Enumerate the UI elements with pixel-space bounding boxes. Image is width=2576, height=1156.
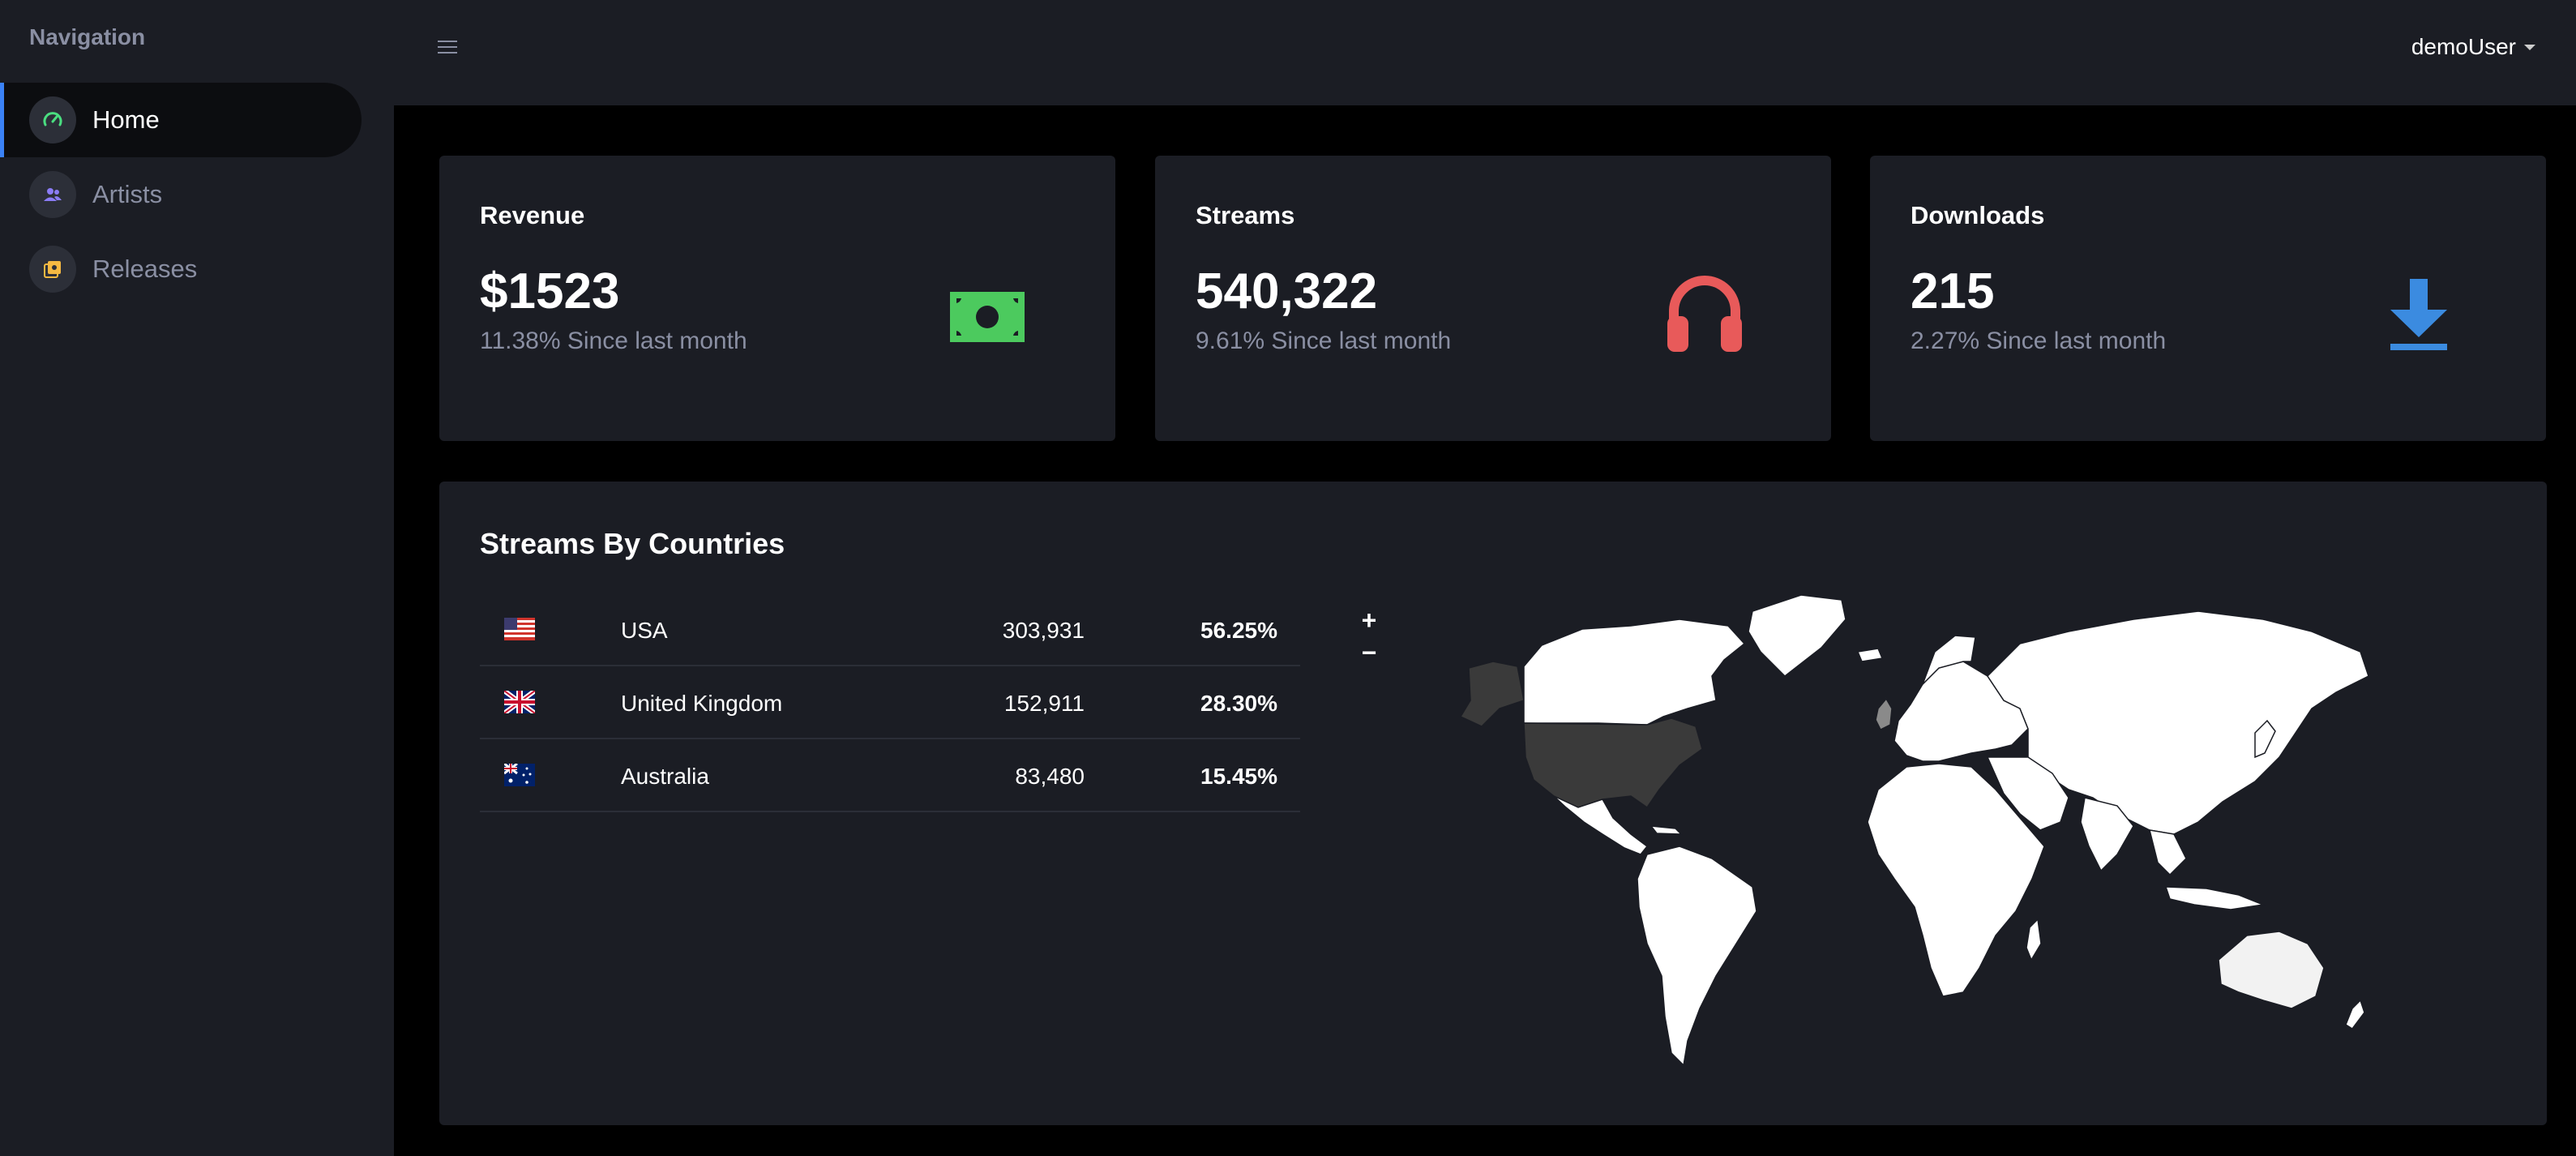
map-region-uk bbox=[1875, 697, 1893, 731]
map-region-middle-east bbox=[1986, 756, 2069, 831]
us-flag-icon bbox=[504, 618, 535, 640]
map-region-new-zealand bbox=[2345, 999, 2365, 1030]
map-region-usa bbox=[1523, 717, 1703, 809]
download-icon bbox=[2389, 279, 2449, 354]
sidebar-item-home[interactable]: Home bbox=[0, 83, 362, 157]
user-name: demoUser bbox=[2411, 34, 2516, 59]
user-menu[interactable]: demoUser bbox=[2411, 34, 2535, 60]
streams-card: Streams 540,322 9.61% Since last month bbox=[1155, 156, 1831, 441]
speedometer-icon bbox=[29, 96, 76, 143]
country-name: Australia bbox=[621, 764, 709, 789]
sidebar-item-releases[interactable]: Releases bbox=[0, 232, 362, 306]
map-region-madagascar bbox=[2026, 918, 2042, 961]
sidebar-item-label: Artists bbox=[92, 180, 163, 208]
zoom-in-button[interactable]: + bbox=[1355, 607, 1383, 636]
stat-value: $1523 bbox=[480, 263, 620, 319]
table-row: United Kingdom 152,911 28.30% bbox=[480, 666, 1300, 739]
hamburger-icon[interactable] bbox=[438, 41, 457, 57]
album-icon bbox=[29, 246, 76, 293]
stat-change: 2.27% Since last month bbox=[1911, 328, 2167, 354]
country-streams: 83,480 bbox=[1015, 764, 1085, 789]
stat-value: 540,322 bbox=[1196, 263, 1378, 319]
world-map[interactable] bbox=[1404, 587, 2409, 1085]
map-region-central-america bbox=[1553, 795, 1649, 855]
country-streams: 152,911 bbox=[1003, 691, 1085, 716]
country-streams: 303,931 bbox=[1002, 618, 1085, 643]
downloads-card: Downloads 215 2.27% Since last month bbox=[1870, 156, 2546, 441]
zoom-out-button[interactable]: − bbox=[1355, 640, 1383, 668]
au-flag-icon bbox=[503, 762, 535, 786]
country-percent: 28.30% bbox=[1200, 691, 1277, 716]
revenue-card: Revenue $1523 11.38% Since last month bbox=[439, 156, 1115, 441]
map-region-iceland bbox=[1856, 648, 1884, 662]
cash-icon bbox=[950, 292, 1025, 346]
map-region-australia bbox=[2218, 931, 2325, 1009]
map-region-caribbean bbox=[1650, 825, 1683, 835]
chevron-down-icon bbox=[2524, 44, 2535, 50]
countries-title: Streams By Countries bbox=[480, 527, 785, 560]
map-region-scandinavia bbox=[1922, 635, 1976, 685]
headphones-icon bbox=[1666, 272, 1744, 356]
map-region-japan bbox=[2254, 719, 2276, 759]
map-region-alaska bbox=[1459, 661, 1525, 727]
table-row: Australia 83,480 15.45% bbox=[480, 739, 1300, 812]
stat-title: Downloads bbox=[1911, 201, 2045, 229]
stat-title: Streams bbox=[1196, 201, 1295, 229]
stat-change: 9.61% Since last month bbox=[1196, 328, 1452, 354]
country-table: USA 303,931 56.25% United Kingdom 152,91… bbox=[480, 593, 1300, 812]
nav-title: Navigation bbox=[29, 24, 146, 49]
sidebar: Navigation Home Artists bbox=[0, 0, 394, 1156]
map-region-south-america bbox=[1637, 846, 1757, 1067]
countries-card: Streams By Countries USA 303,931 56.25% bbox=[439, 482, 2547, 1125]
country-percent: 15.45% bbox=[1200, 764, 1277, 789]
sidebar-item-label: Releases bbox=[92, 255, 198, 283]
users-icon bbox=[29, 171, 76, 218]
stat-change: 11.38% Since last month bbox=[480, 328, 747, 354]
country-name: United Kingdom bbox=[621, 691, 783, 716]
map-region-canada bbox=[1523, 619, 1746, 726]
stat-title: Revenue bbox=[480, 201, 585, 229]
map-region-southeast-asia bbox=[2148, 829, 2187, 876]
map-region-indonesia bbox=[2164, 886, 2266, 910]
sidebar-item-artists[interactable]: Artists bbox=[0, 157, 362, 232]
map-region-greenland bbox=[1748, 594, 1846, 677]
map-region-india bbox=[2080, 797, 2134, 872]
country-name: USA bbox=[621, 618, 668, 643]
country-percent: 56.25% bbox=[1200, 618, 1277, 643]
table-row: USA 303,931 56.25% bbox=[480, 593, 1300, 666]
topbar: demoUser bbox=[394, 0, 2576, 105]
map-region-africa bbox=[1867, 763, 2045, 997]
uk-flag-icon bbox=[503, 688, 537, 716]
stat-value: 215 bbox=[1911, 263, 1995, 319]
sidebar-item-label: Home bbox=[92, 105, 160, 134]
